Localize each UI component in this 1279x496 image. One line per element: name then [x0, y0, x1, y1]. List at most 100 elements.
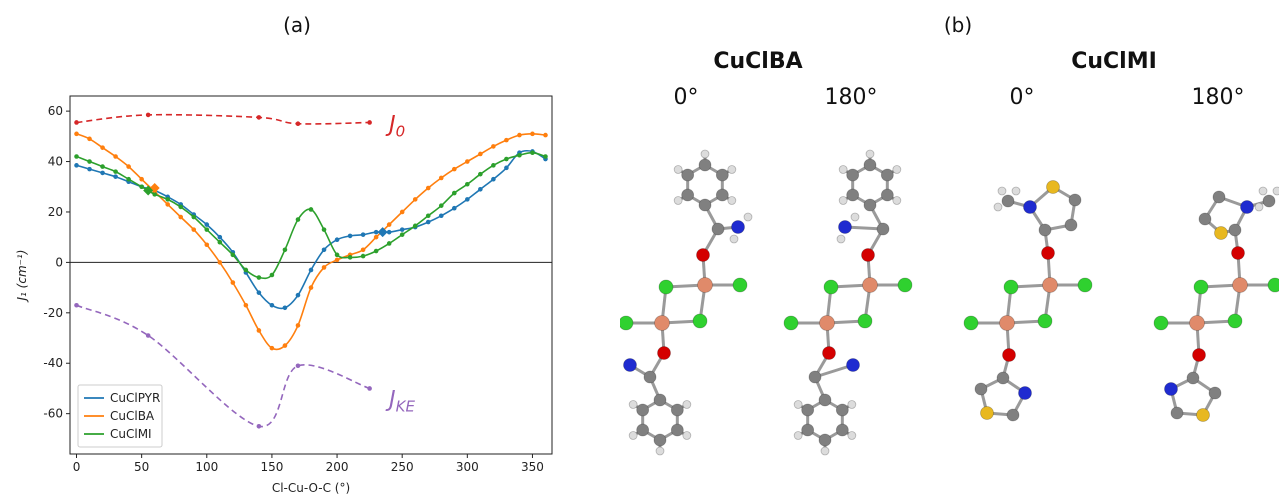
atom-c [681, 188, 695, 202]
data-point-0 [217, 234, 223, 240]
atom-h [1254, 202, 1264, 212]
data-point-0 [347, 233, 353, 239]
x-tick-label: 300 [456, 460, 479, 474]
y-tick-label: -40 [43, 356, 63, 370]
y-tick-label: -60 [43, 407, 63, 421]
y-tick-label: 0 [55, 255, 63, 269]
data-point-2 [191, 214, 197, 220]
data-point-0 [504, 165, 509, 171]
atom-c [1064, 218, 1078, 232]
atom-cu [862, 277, 878, 293]
atom-c [818, 393, 832, 407]
data-point-1 [399, 209, 405, 215]
data-point-3 [295, 121, 301, 127]
atom-c [974, 382, 988, 396]
atom-c [715, 168, 729, 182]
data-point-2 [334, 252, 340, 258]
atom-cl [823, 279, 839, 295]
data-point-1 [308, 285, 314, 290]
data-point-2 [152, 192, 157, 197]
atom-cl [1003, 279, 1019, 295]
data-point-2 [243, 267, 249, 273]
data-point-0 [282, 305, 288, 311]
atom-n [1164, 382, 1178, 396]
atom-h [892, 165, 902, 174]
data-point-4 [145, 333, 151, 338]
data-point-2 [126, 176, 131, 182]
atom-c [1006, 408, 1020, 422]
data-point-2 [373, 248, 379, 254]
atom-c [801, 423, 815, 437]
atom-h [673, 165, 683, 174]
data-point-2 [386, 241, 392, 246]
plot-frame [69, 95, 553, 455]
legend-label-cuclpyr: CuClPYR [110, 391, 160, 405]
atom-h [628, 400, 638, 409]
data-point-1 [282, 343, 288, 348]
data-point-4 [74, 302, 79, 308]
data-point-1 [530, 131, 535, 137]
atom-c [715, 188, 729, 202]
data-point-2 [204, 227, 210, 232]
data-point-1 [178, 214, 184, 220]
atom-c [698, 198, 712, 212]
atom-s [1046, 180, 1060, 194]
data-point-0 [87, 166, 92, 172]
data-point-1 [491, 144, 496, 149]
atom-h [1272, 186, 1279, 196]
angle-label-cuclba-0: 0° [674, 85, 699, 110]
atom-cl [620, 315, 634, 331]
atom-o [1002, 348, 1016, 362]
atom-c [636, 403, 650, 417]
atom-h [838, 196, 848, 205]
atom-cl [963, 315, 979, 331]
x-tick-label: 150 [260, 460, 283, 474]
atom-c [880, 168, 894, 182]
data-point-2 [74, 154, 79, 159]
data-point-2 [438, 203, 444, 208]
data-point-0 [74, 163, 79, 168]
data-point-1 [256, 328, 262, 333]
atom-c [1068, 193, 1082, 207]
atom-cu [999, 315, 1015, 331]
y-axis-label: J₁ (cm⁻¹) [15, 250, 29, 303]
atom-cu [654, 315, 670, 331]
atom-n [846, 358, 860, 372]
atom-o [1192, 348, 1206, 362]
atom-h [727, 165, 737, 174]
atom-n [838, 220, 852, 234]
x-tick-label: 0 [73, 460, 81, 474]
data-point-0 [295, 292, 301, 298]
data-point-1 [478, 151, 483, 157]
x-axis-label: Cl-Cu-O-C (°) [272, 481, 350, 495]
x-tick-label: 200 [326, 460, 349, 474]
atom-h [850, 212, 860, 222]
molecule-group-title-cuclmi: CuClMI [1071, 49, 1157, 74]
atom-n [1023, 200, 1037, 214]
atom-c [808, 370, 822, 384]
atom-c [1001, 194, 1015, 208]
atom-h [865, 149, 875, 159]
atom-o [822, 346, 836, 360]
data-point-2 [100, 164, 105, 169]
data-point-0 [399, 227, 405, 232]
atom-h [838, 165, 848, 174]
data-point-0 [451, 205, 457, 211]
atom-n [731, 220, 745, 234]
data-point-1 [543, 132, 548, 138]
data-point-2 [113, 169, 118, 174]
data-point-1 [425, 185, 431, 191]
data-point-4 [367, 386, 372, 391]
data-point-1 [321, 265, 327, 270]
angle-label-cuclmi-180: 180° [1192, 85, 1245, 110]
atom-c [863, 158, 877, 172]
atom-o [657, 346, 671, 360]
panel-b-label: (b) [944, 13, 972, 37]
atom-c [1186, 371, 1200, 385]
atom-o [1041, 246, 1055, 260]
molecule-group-title-cuclba: CuClBA [713, 49, 802, 74]
y-tick-label: 60 [48, 104, 63, 118]
data-point-2 [347, 255, 353, 260]
data-point-2 [504, 156, 509, 162]
data-point-3 [145, 112, 151, 118]
